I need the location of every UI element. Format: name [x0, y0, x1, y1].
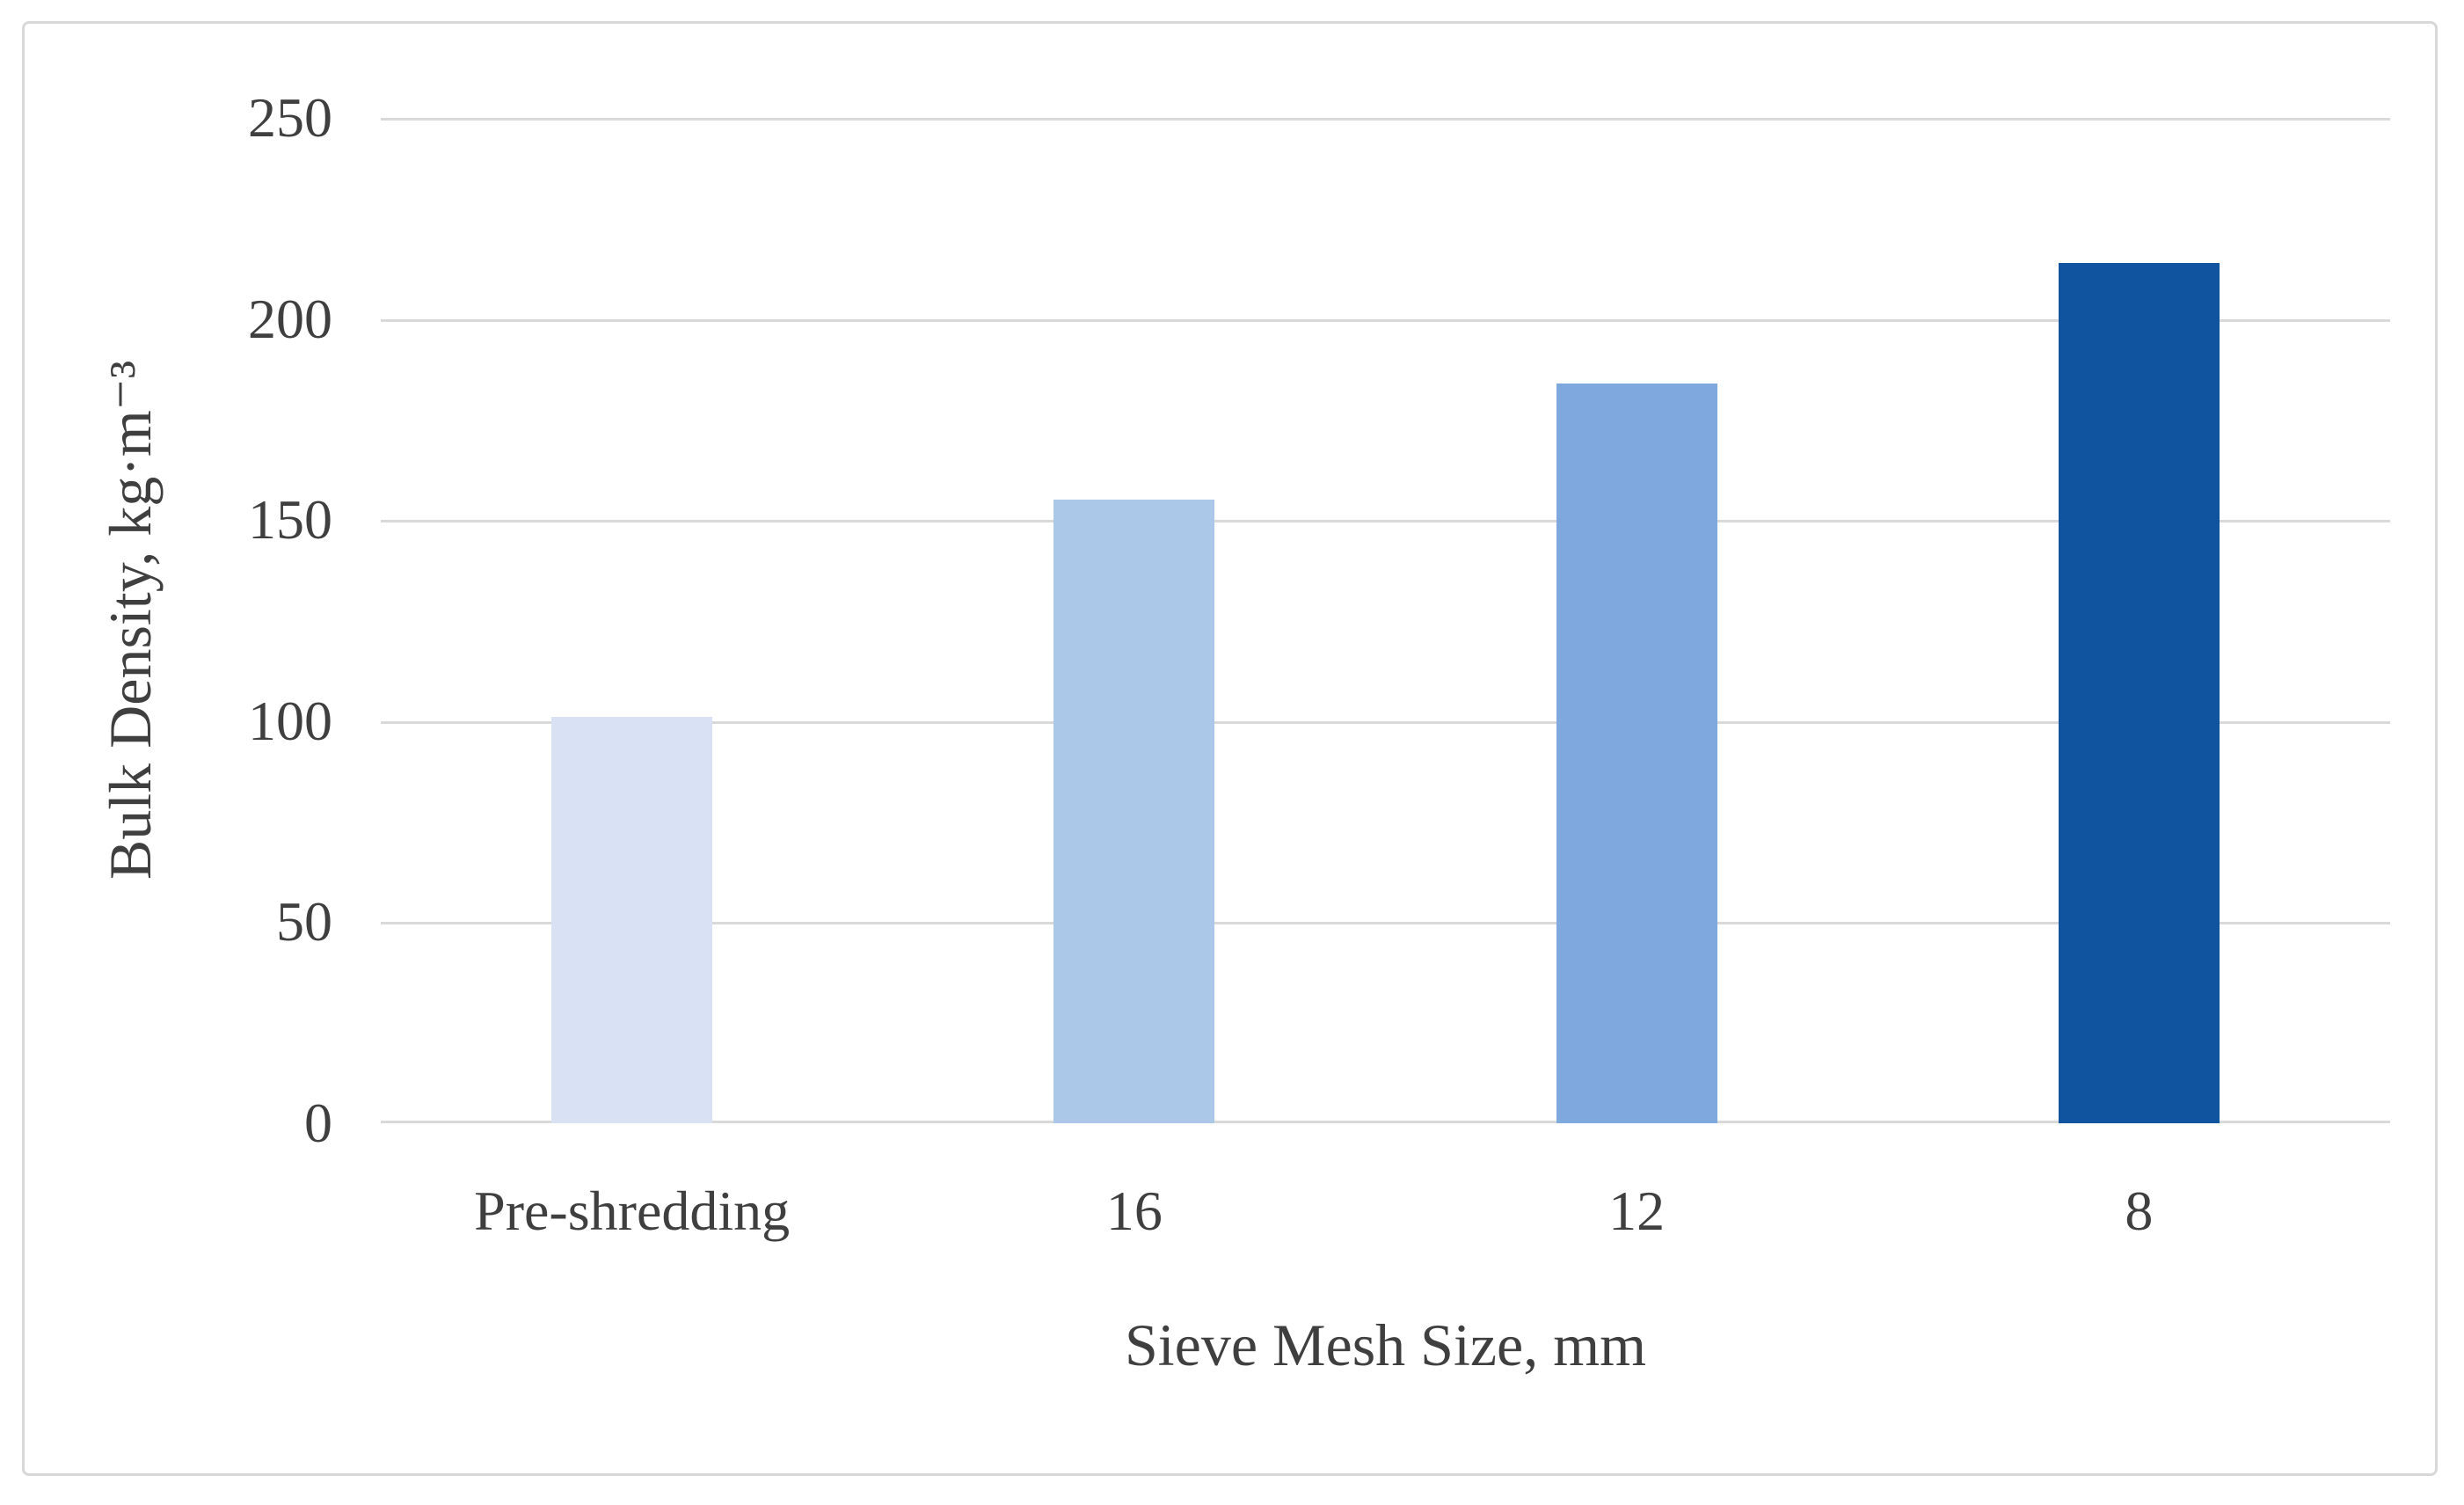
y-axis-title: Bulk Density, kg·m⁻³ [97, 360, 164, 880]
gridline-y-100 [381, 720, 2390, 724]
gridline-y-200 [381, 318, 2390, 322]
gridline-y-250 [381, 118, 2390, 121]
gridline-y-0 [381, 1121, 2390, 1123]
y-tick-label-50: 50 [276, 890, 332, 953]
x-axis-title: Sieve Mesh Size, mm [1124, 1311, 1647, 1378]
y-tick-label-100: 100 [248, 689, 332, 752]
x-tick-label-8: 8 [2125, 1180, 2154, 1242]
y-tick-label-150: 150 [248, 488, 332, 552]
y-tick-label-200: 200 [248, 287, 332, 350]
x-tick-label-12: 12 [1608, 1180, 1666, 1242]
bar-16 [1053, 500, 1215, 1123]
bar-8 [2058, 262, 2220, 1123]
gridline-y-150 [381, 520, 2390, 523]
bar-pre-shredding [551, 717, 713, 1123]
x-tick-label-pre-shredding: Pre-shredding [474, 1180, 791, 1242]
chart-frame: Bulk Density, kg·m⁻³ 0 50 100 150 200 250 Pre… [22, 21, 2438, 1476]
bar-12 [1556, 383, 1717, 1123]
y-tick-label-250: 250 [248, 86, 332, 149]
y-tick-label-0: 0 [304, 1092, 332, 1154]
plot-area [381, 118, 2390, 1123]
x-tick-label-16: 16 [1105, 1180, 1163, 1242]
gridline-y-50 [381, 922, 2390, 925]
